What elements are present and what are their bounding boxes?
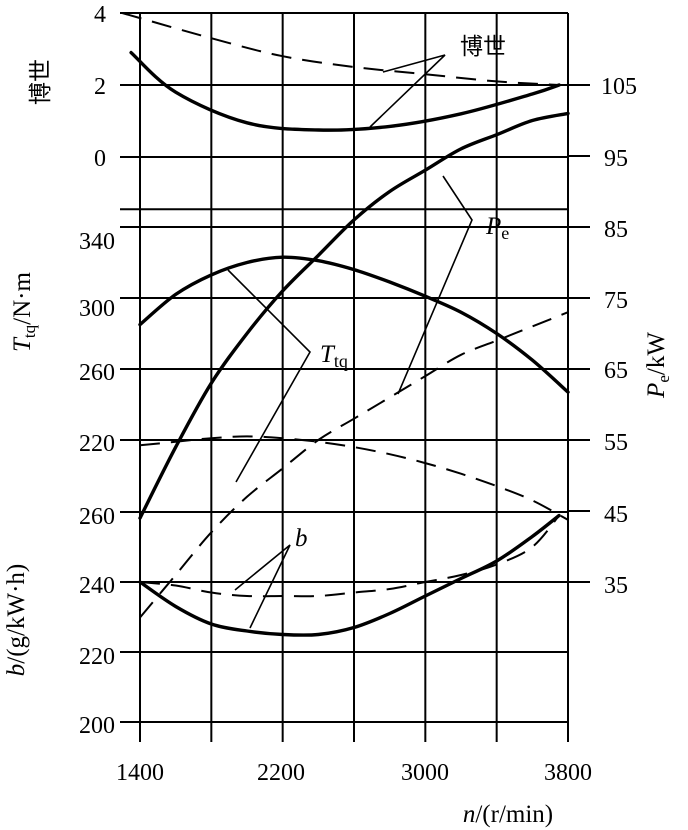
bosch-series-label: 博世 [460, 34, 506, 60]
x-tick-2200: 2200 [257, 760, 305, 786]
fuel-tick-220: 220 [79, 644, 115, 670]
bosch-axis-label: 博世 [28, 59, 54, 105]
fuel-tick-200: 200 [79, 713, 115, 739]
leader-lines [227, 54, 473, 629]
power-tick-65: 65 [604, 358, 628, 384]
torque-solid-curve [138, 255, 570, 394]
torque-dashed-curve [139, 435, 569, 521]
power-dashed-curve [139, 311, 569, 619]
power-solid-curve [138, 111, 570, 520]
power-tick-55: 55 [604, 430, 628, 456]
power-series-label: Pe [485, 213, 509, 243]
torque-axis-label: Ttq/N·m [9, 271, 39, 351]
curves [121, 12, 570, 637]
torque-tick-260: 260 [79, 360, 115, 386]
power-axis-label: Pe/kW [643, 332, 673, 399]
fuel-tick-260: 260 [79, 504, 115, 530]
x-tick-3000: 3000 [401, 760, 449, 786]
power-tick-85: 85 [604, 217, 628, 243]
grid [120, 12, 590, 742]
bosch-dashed-curve [121, 12, 560, 86]
fuel-dashed-curve [139, 514, 560, 598]
leader-line-0 [369, 54, 446, 128]
torque-series-label: Ttq [320, 341, 348, 371]
leader-line-2 [227, 269, 311, 483]
fuel-tick-240: 240 [79, 573, 115, 599]
power-tick-105: 105 [601, 74, 637, 100]
power-tick-35: 35 [604, 573, 628, 599]
power-tick-45: 45 [604, 502, 628, 528]
x-tick-3800: 3800 [544, 760, 592, 786]
bosch-tick-0: 0 [94, 146, 106, 172]
torque-tick-340: 340 [79, 229, 115, 255]
fuel-series-label: b [295, 525, 308, 552]
leader-line-3 [234, 544, 291, 629]
fuel-solid-curve [138, 513, 561, 637]
x-axis-label: n/(r/min) [463, 801, 553, 828]
bosch-tick-4: 4 [94, 2, 106, 28]
fuel-axis-label: b/(g/kW·h) [3, 564, 30, 676]
power-tick-95: 95 [604, 146, 628, 172]
power-tick-75: 75 [604, 288, 628, 314]
leader-line-1 [397, 175, 473, 395]
bosch-tick-2: 2 [94, 74, 106, 100]
torque-tick-300: 300 [79, 296, 115, 322]
x-tick-1400: 1400 [116, 760, 164, 786]
torque-tick-220: 220 [79, 431, 115, 457]
bosch-solid-curve [129, 50, 561, 132]
